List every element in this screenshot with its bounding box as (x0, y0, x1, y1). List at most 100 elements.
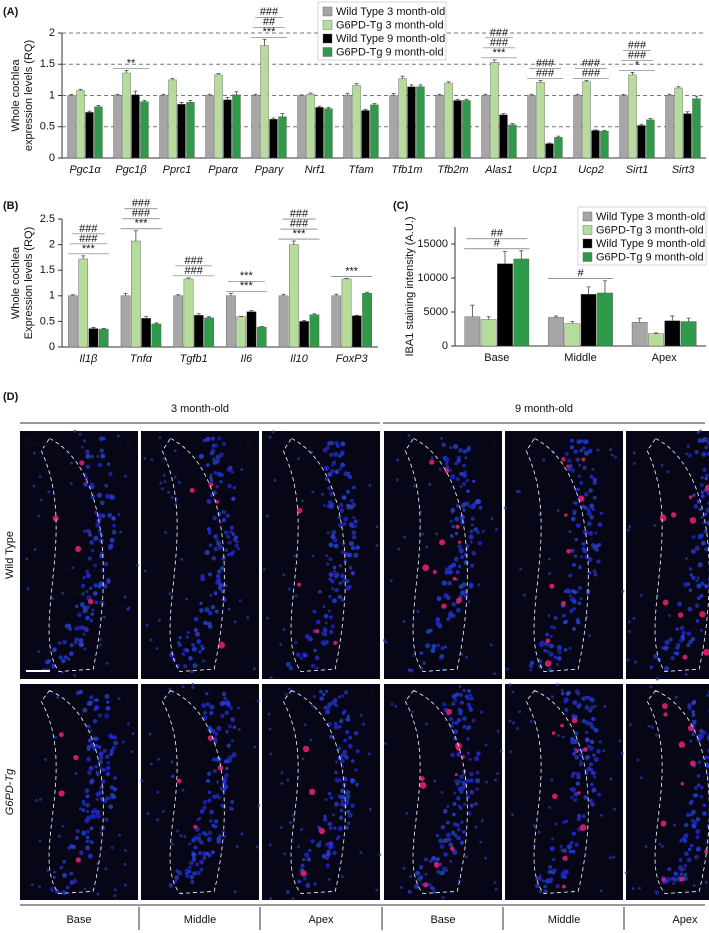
nucleus (599, 813, 603, 817)
nucleus (227, 755, 233, 761)
nucleus (314, 655, 320, 661)
nucleus (684, 557, 688, 561)
micrograph (141, 684, 259, 900)
nucleus (173, 879, 178, 883)
nucleus (73, 673, 77, 677)
nucleus (99, 831, 103, 835)
nucleus (231, 532, 236, 536)
iba1-cell (575, 749, 579, 753)
nucleus (587, 448, 593, 454)
nucleus (83, 647, 87, 651)
nucleus (474, 802, 478, 806)
nucleus (297, 879, 302, 884)
nucleus (89, 778, 95, 784)
nucleus (202, 715, 208, 721)
nucleus (224, 548, 228, 553)
nucleus (475, 770, 480, 775)
nucleus (223, 759, 228, 764)
nucleus (94, 704, 100, 711)
annotation: ### (184, 265, 203, 277)
nucleus (410, 710, 414, 714)
nucleus (697, 846, 701, 851)
nucleus (92, 746, 97, 751)
nucleus (181, 685, 185, 689)
nucleus (217, 511, 222, 516)
nucleus (579, 752, 584, 757)
error-bar (586, 286, 591, 295)
nucleus (494, 527, 498, 531)
nucleus (89, 586, 93, 590)
nucleus (553, 655, 558, 659)
error-bar (302, 319, 307, 322)
nucleus (211, 823, 216, 828)
nucleus (333, 451, 339, 457)
nucleus (65, 885, 70, 890)
nucleus (686, 643, 691, 648)
nucleus (590, 725, 595, 730)
nucleus (338, 719, 344, 724)
nucleus (464, 655, 468, 659)
nucleus (345, 489, 351, 494)
error-bar (637, 317, 642, 323)
nucleus (689, 843, 694, 848)
tissue-outline (404, 437, 468, 672)
nucleus (199, 601, 203, 605)
nucleus (548, 651, 554, 657)
nucleus (109, 785, 115, 790)
nucleus (338, 778, 342, 782)
bar (548, 317, 564, 347)
nucleus (570, 795, 574, 800)
nucleus (529, 668, 533, 672)
nucleus (454, 531, 459, 536)
nucleus (328, 571, 334, 578)
bar (260, 45, 269, 159)
nucleus (466, 751, 470, 755)
x-tick-label: Ucp1 (532, 164, 558, 176)
nucleus (83, 481, 88, 487)
nucleus (551, 695, 555, 699)
nucleus (350, 778, 354, 782)
tissue-outline (404, 689, 468, 894)
annotation: ### (536, 57, 555, 69)
nucleus (112, 735, 118, 740)
nucleus (47, 658, 52, 663)
y-tick-label: 1 (49, 290, 55, 302)
nucleus (140, 779, 144, 783)
nucleus (575, 523, 581, 528)
nucleus (700, 581, 705, 586)
nucleus (344, 825, 349, 830)
nucleus (68, 626, 73, 631)
error-bar (547, 142, 552, 144)
nucleus (452, 812, 456, 817)
nucleus (666, 876, 672, 883)
iba1-cell (544, 660, 552, 667)
nucleus (67, 623, 72, 628)
error-bar (602, 280, 607, 293)
nucleus (54, 889, 59, 894)
nucleus (474, 825, 478, 829)
nucleus (333, 826, 337, 830)
bar (113, 95, 122, 159)
nucleus (678, 858, 683, 862)
nucleus (47, 490, 51, 494)
nucleus (118, 833, 122, 837)
nucleus (475, 787, 479, 791)
nucleus (569, 438, 575, 443)
y-tick-label: 2 (49, 27, 55, 39)
nucleus (226, 534, 231, 539)
nucleus (547, 614, 551, 618)
error-bar (334, 293, 339, 296)
bar (600, 130, 609, 159)
nucleus (460, 820, 464, 824)
nucleus (287, 587, 291, 591)
bar (628, 74, 637, 159)
nucleus (215, 580, 220, 585)
nucleus (174, 503, 178, 507)
nucleus (459, 700, 464, 705)
nucleus (471, 718, 476, 723)
error-bar (437, 93, 442, 96)
region-label: Base (430, 914, 455, 926)
nucleus (104, 867, 108, 871)
annotation: *** (82, 243, 96, 255)
nucleus (704, 476, 708, 481)
